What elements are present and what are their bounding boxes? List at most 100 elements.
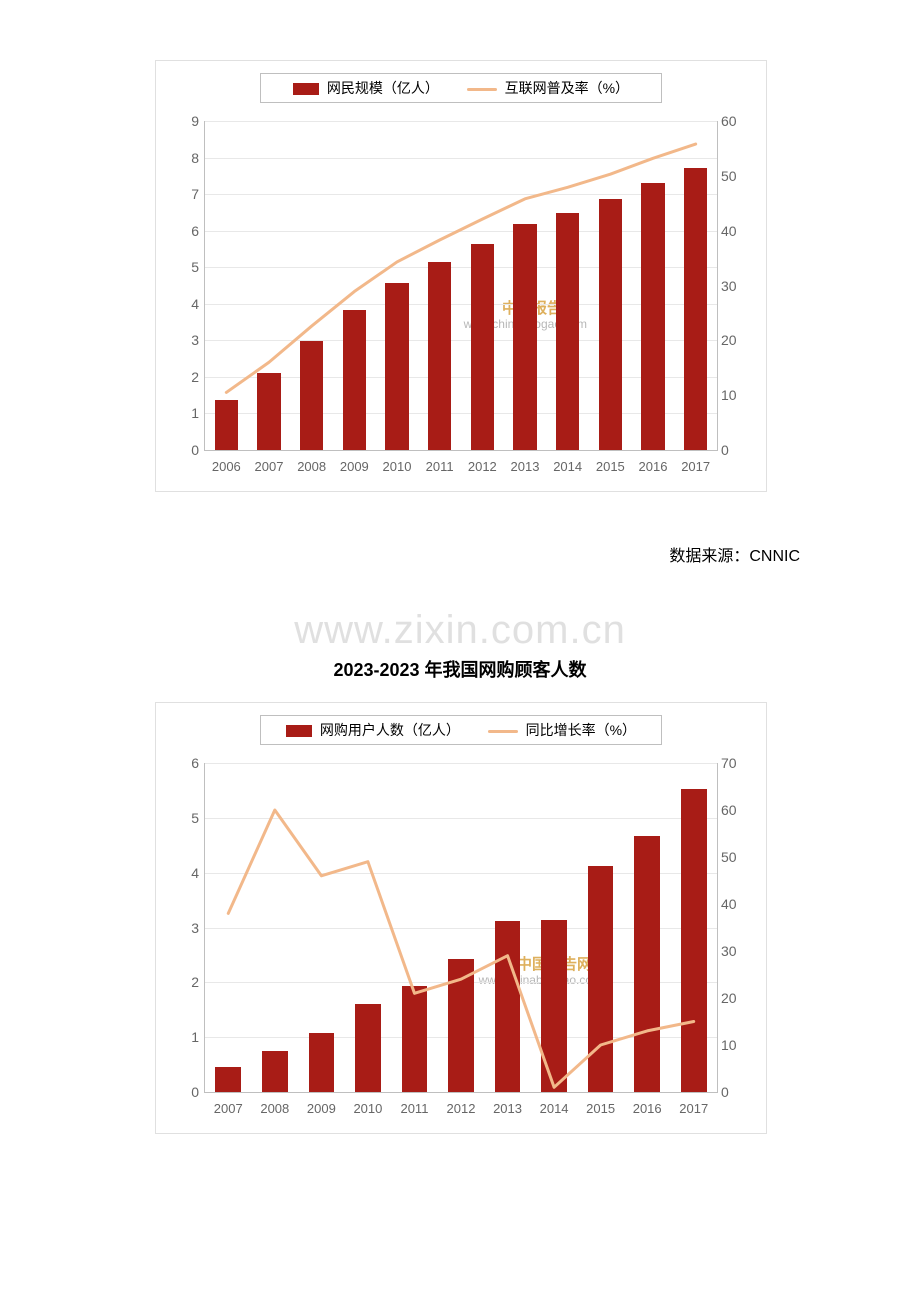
chart2-legend-bar-label: 网购用户人数（亿人）	[320, 722, 460, 738]
bar	[257, 373, 280, 450]
y1-tick: 6	[175, 223, 199, 239]
chart1-legend-line: 互联网普及率（%）	[467, 78, 629, 98]
x-tick-label: 2016	[639, 459, 668, 474]
gridline	[205, 231, 717, 232]
gridline	[205, 377, 717, 378]
y1-tick: 5	[175, 810, 199, 826]
chart2-plot-area: 中国报告网 www.chinabaogao.com 01234560102030…	[204, 763, 718, 1093]
y2-tick: 30	[721, 278, 749, 294]
chart1-plot-area: 中国报告网 www.chinabaogao.com 01234567890102…	[204, 121, 718, 451]
x-tick-label: 2009	[307, 1101, 336, 1116]
y2-tick: 50	[721, 168, 749, 184]
y1-tick: 3	[175, 332, 199, 348]
y2-tick: 10	[721, 1037, 749, 1053]
chart2-title: 2023-2023 年我国网购顾客人数	[0, 656, 920, 682]
y1-tick: 2	[175, 974, 199, 990]
background-watermark: www.zixin.com.cn	[0, 608, 920, 653]
x-tick-label: 2012	[447, 1101, 476, 1116]
y2-tick: 40	[721, 223, 749, 239]
bar	[428, 262, 451, 450]
x-tick-label: 2008	[260, 1101, 289, 1116]
y2-tick: 40	[721, 896, 749, 912]
chart1-plot: 中国报告网 www.chinabaogao.com 01234567890102…	[164, 111, 758, 481]
x-tick-label: 2016	[633, 1101, 662, 1116]
bar	[588, 866, 614, 1092]
y1-tick: 0	[175, 442, 199, 458]
x-tick-label: 2015	[596, 459, 625, 474]
chart1-container: 网民规模（亿人） 互联网普及率（%） 中国报告网 www.chinabaogao…	[155, 60, 767, 492]
bar	[541, 920, 567, 1092]
document-page: 网民规模（亿人） 互联网普及率（%） 中国报告网 www.chinabaogao…	[0, 0, 920, 1134]
y2-tick: 20	[721, 332, 749, 348]
bar	[681, 789, 707, 1092]
y2-tick: 70	[721, 755, 749, 771]
x-tick-label: 2010	[353, 1101, 382, 1116]
y1-tick: 9	[175, 113, 199, 129]
x-tick-label: 2017	[681, 459, 710, 474]
gridline	[205, 304, 717, 305]
x-tick-label: 2010	[383, 459, 412, 474]
chart2-legend-line-label: 同比增长率（%）	[526, 722, 636, 738]
y1-tick: 4	[175, 296, 199, 312]
bar	[634, 836, 660, 1092]
gridline	[205, 763, 717, 764]
source-label: 数据来源：CNNIC	[0, 542, 800, 566]
y2-tick: 10	[721, 387, 749, 403]
gridline	[205, 267, 717, 268]
chart1-legend-bar: 网民规模（亿人）	[293, 78, 439, 98]
x-tick-label: 2007	[255, 459, 284, 474]
x-tick-label: 2009	[340, 459, 369, 474]
y1-tick: 1	[175, 1029, 199, 1045]
y1-tick: 4	[175, 865, 199, 881]
y1-tick: 1	[175, 405, 199, 421]
chart2-legend-line: 同比增长率（%）	[488, 720, 636, 740]
bar	[309, 1033, 335, 1092]
y1-tick: 5	[175, 259, 199, 275]
x-tick-label: 2012	[468, 459, 497, 474]
bar	[495, 921, 521, 1092]
x-tick-label: 2011	[400, 1101, 428, 1116]
bar	[355, 1004, 381, 1092]
y2-tick: 60	[721, 802, 749, 818]
bar	[402, 986, 428, 1092]
y2-tick: 20	[721, 990, 749, 1006]
chart2-bar-swatch	[286, 725, 312, 737]
gridline	[205, 413, 717, 414]
y1-tick: 0	[175, 1084, 199, 1100]
x-tick-label: 2014	[540, 1101, 569, 1116]
bar	[684, 168, 707, 450]
chart1-bar-swatch	[293, 83, 319, 95]
bar	[599, 199, 622, 451]
bar	[641, 183, 664, 450]
chart1-legend-line-label: 互联网普及率（%）	[505, 80, 629, 96]
bar	[300, 341, 323, 450]
y2-tick: 0	[721, 1084, 749, 1100]
bar	[556, 213, 579, 450]
chart1-legend: 网民规模（亿人） 互联网普及率（%）	[260, 73, 662, 103]
x-tick-label: 2013	[511, 459, 540, 474]
y2-tick: 60	[721, 113, 749, 129]
chart1-legend-bar-label: 网民规模（亿人）	[327, 80, 439, 96]
x-tick-label: 2014	[553, 459, 582, 474]
bar	[385, 283, 408, 450]
x-tick-label: 2013	[493, 1101, 522, 1116]
gridline	[205, 121, 717, 122]
chart2-container: 网购用户人数（亿人） 同比增长率（%） 中国报告网 www.chinabaoga…	[155, 702, 767, 1134]
gridline	[205, 340, 717, 341]
bar	[215, 400, 238, 450]
line-series	[205, 121, 717, 450]
chart2-legend: 网购用户人数（亿人） 同比增长率（%）	[260, 715, 662, 745]
gridline	[205, 158, 717, 159]
chart2-line-swatch	[488, 730, 518, 733]
bar	[448, 959, 474, 1092]
bar	[262, 1051, 288, 1092]
x-tick-label: 2011	[426, 459, 454, 474]
y2-tick: 50	[721, 849, 749, 865]
y2-tick: 0	[721, 442, 749, 458]
bar	[513, 224, 536, 450]
y1-tick: 3	[175, 920, 199, 936]
bar	[215, 1067, 241, 1092]
chart1-line-swatch	[467, 88, 497, 91]
gridline	[205, 194, 717, 195]
y1-tick: 7	[175, 186, 199, 202]
